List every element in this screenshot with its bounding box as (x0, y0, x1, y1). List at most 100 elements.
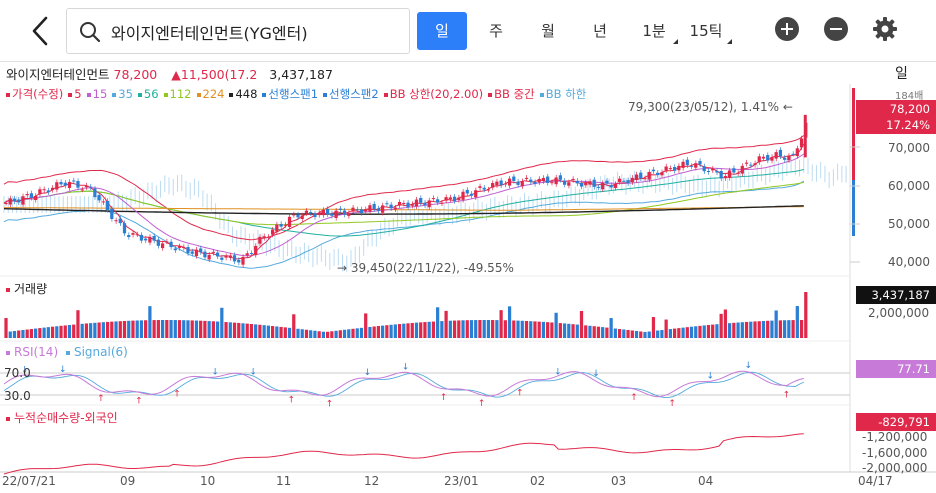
period-tab-week[interactable]: 주 (489, 22, 503, 40)
candle-body (410, 204, 414, 206)
volume-bar (177, 320, 182, 338)
candle-body (304, 210, 309, 214)
sell-arrow-icon: ↓ (554, 367, 562, 377)
volume-bar (249, 324, 254, 338)
candle-body (292, 214, 296, 216)
candle-body (639, 172, 643, 179)
period-tab-year[interactable]: 년 (593, 22, 607, 40)
candle-body (342, 210, 347, 215)
legend-item[interactable]: 선행스팬1 (262, 87, 318, 101)
volume-bar (156, 320, 160, 338)
ma15-line (3, 153, 805, 257)
period-tab-day[interactable]: 일 (417, 12, 467, 50)
legend-item[interactable]: BB 하한 (539, 87, 586, 101)
candle-body (469, 193, 474, 196)
legend-item[interactable]: 15 (86, 87, 107, 101)
candle-body (643, 178, 647, 180)
candle-body (84, 185, 89, 188)
candle-body (783, 157, 787, 160)
rsi-panel-label: RSI(14) Signal(6) (6, 345, 128, 359)
indicator-legend[interactable]: 가격(수정) 5 15 35 56 112 224 448 선행스팬1 선행스팬2 BB 상한(20… (6, 86, 591, 102)
volume-bar (562, 323, 567, 338)
volume-bar (224, 322, 228, 338)
volume-bar (736, 322, 740, 338)
candle-body (562, 180, 567, 185)
volume-bar (321, 331, 325, 338)
chart-period-label[interactable]: 일 (895, 66, 908, 82)
legend-item[interactable]: 선행스팬2 (323, 87, 379, 101)
foreign-label-text: 누적순매수량-외국인 (14, 411, 118, 425)
period-tab-month[interactable]: 월 (541, 22, 555, 40)
volume-bar (719, 313, 723, 338)
legend-item[interactable]: BB 상한(20,2.00) (383, 87, 483, 101)
candle-body (72, 180, 76, 182)
legend-item[interactable]: BB 중간 (488, 87, 535, 101)
volume-bar (385, 325, 389, 338)
period-tab-tick[interactable]: 15틱 (684, 12, 732, 50)
legend-item[interactable]: 35 (112, 87, 133, 101)
volume-bar (516, 320, 520, 338)
date-tick: 03 (611, 474, 627, 488)
legend-item[interactable]: 가격(수정) (6, 87, 63, 101)
legend-item[interactable]: 56 (137, 87, 159, 101)
volume-bar (499, 310, 503, 338)
volume-bar (584, 325, 588, 338)
candle-body (169, 241, 173, 248)
candle-body (38, 189, 42, 194)
candle-body (491, 182, 495, 188)
candle-body (436, 199, 440, 203)
volume-bar (546, 322, 550, 338)
volume-bar (262, 325, 266, 338)
volume-bar (287, 327, 292, 338)
stock-search-input[interactable] (111, 17, 401, 47)
candle-body (254, 245, 258, 256)
volume-bar (732, 322, 736, 338)
volume-bar (279, 326, 283, 338)
legend-item[interactable]: 224 (196, 87, 224, 101)
volume-bar (139, 320, 144, 338)
volume-bar (486, 320, 491, 338)
candle-body (601, 182, 605, 190)
plus-circle-icon[interactable] (775, 17, 799, 41)
candle-body (681, 161, 685, 168)
volume-bar (304, 329, 309, 338)
legend-item[interactable]: 5 (68, 87, 82, 101)
period-tab-minute[interactable]: 1분 (634, 12, 678, 50)
candle-body (660, 172, 664, 176)
candle-body (372, 203, 376, 209)
gear-icon[interactable] (872, 16, 898, 42)
candle-body (452, 196, 457, 202)
high-price-annotation: 79,300(23/05/12), 1.41% ← (628, 100, 793, 114)
candle-body (245, 253, 249, 256)
stock-search-box[interactable] (66, 8, 410, 54)
candle-body (241, 256, 245, 265)
candle-body (110, 208, 114, 219)
volume-bar (266, 325, 270, 338)
candle-body (617, 178, 622, 182)
volume-bar (389, 324, 393, 338)
price-tick-60000: 60,000 (888, 179, 930, 193)
candle-body (249, 252, 254, 254)
volume-bar (503, 320, 507, 338)
volume-bar (660, 330, 664, 338)
buy-arrow-icon: ↑ (135, 397, 143, 407)
minus-circle-icon[interactable] (824, 17, 848, 41)
volume-bar (101, 322, 105, 338)
volume-bar (596, 326, 601, 338)
volume-bar (558, 323, 562, 338)
candle-body (524, 177, 529, 179)
volume-bar (29, 329, 34, 338)
chevron-left-icon[interactable] (26, 14, 56, 48)
candle-body (770, 156, 774, 161)
current-foreign-tag: -829,791 (856, 413, 936, 431)
legend-swatch (488, 92, 493, 97)
volume-bar (12, 331, 17, 338)
candle-body (706, 170, 711, 172)
legend-item[interactable]: 112 (163, 87, 192, 101)
candle-body (42, 189, 46, 191)
volume-bar (766, 320, 770, 338)
volume-bar (338, 330, 342, 338)
ma224-line (4, 206, 804, 211)
legend-item[interactable]: 448 (229, 87, 257, 101)
